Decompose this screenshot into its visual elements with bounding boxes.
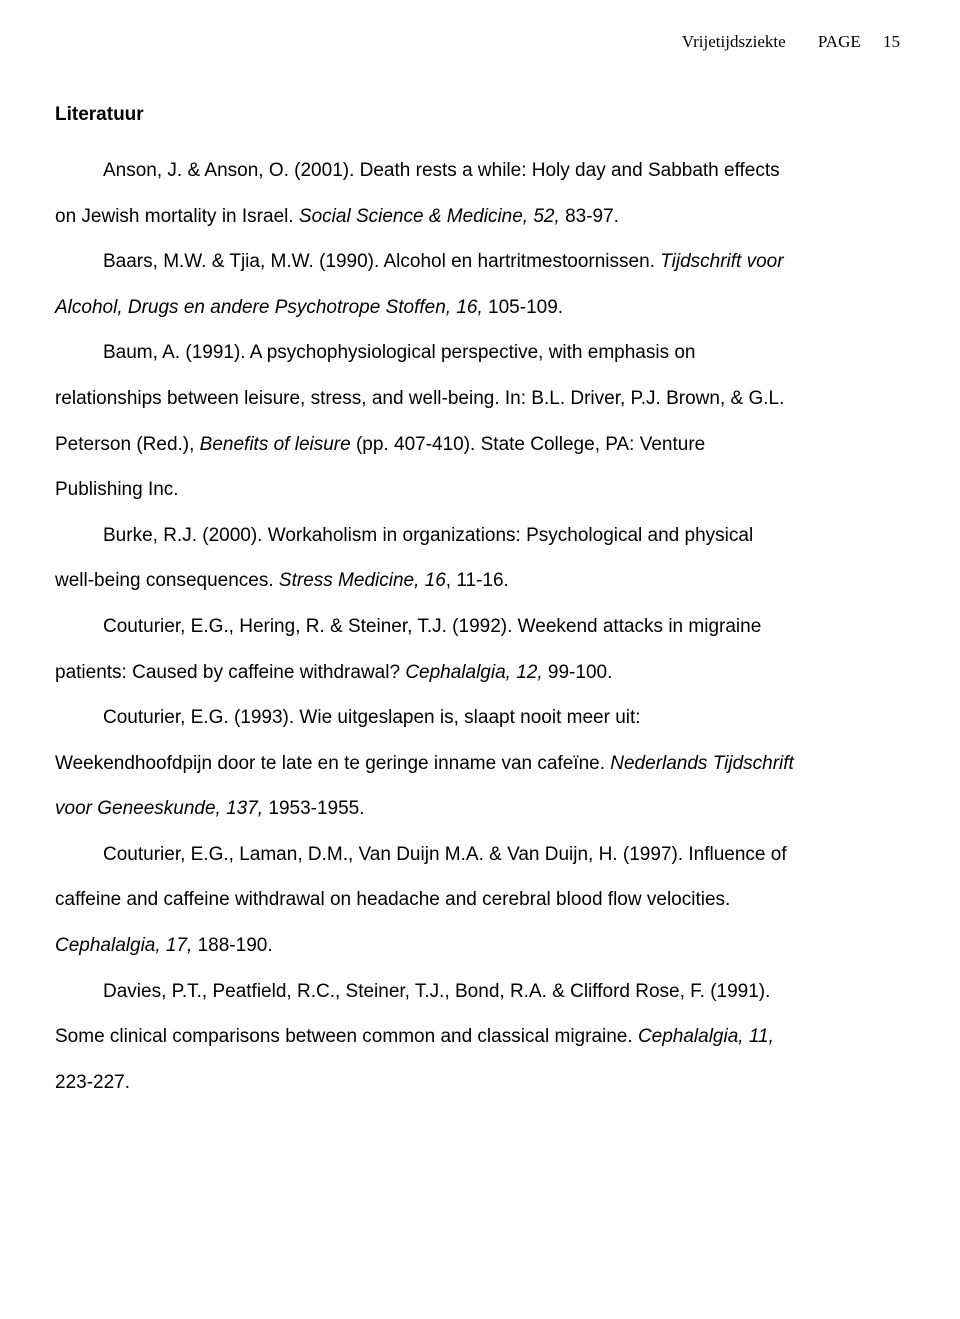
reference-line: on Jewish mortality in Israel. Social Sc… [55, 194, 905, 240]
text-run: Couturier, E.G., Hering, R. & Steiner, T… [103, 616, 761, 637]
text-run: Some clinical comparisons between common… [55, 1026, 638, 1047]
reference-line: 223-227. [55, 1060, 905, 1106]
text-run: Tijdschrift voor [660, 251, 783, 272]
text-run: 83-97. [565, 206, 619, 227]
text-run: on Jewish mortality in Israel. [55, 206, 299, 227]
reference-line: Publishing Inc. [55, 467, 905, 513]
reference-line: patients: Caused by caffeine withdrawal?… [55, 650, 905, 696]
reference-line: Peterson (Red.), Benefits of leisure (pp… [55, 422, 905, 468]
reference-line: Burke, R.J. (2000). Workaholism in organ… [55, 513, 905, 559]
text-run: Davies, P.T., Peatfield, R.C., Steiner, … [103, 981, 770, 1002]
reference-line: Couturier, E.G. (1993). Wie uitgeslapen … [55, 695, 905, 741]
text-run: Cephalalgia, 12, [405, 662, 548, 683]
text-run: 1953-1955. [268, 798, 364, 819]
reference-line: well-being consequences. Stress Medicine… [55, 558, 905, 604]
text-run: Couturier, E.G., Laman, D.M., Van Duijn … [103, 844, 787, 865]
text-run: , 11-16. [446, 570, 509, 591]
reference-line: relationships between leisure, stress, a… [55, 376, 905, 422]
text-run: Alcohol, Drugs en andere Psychotrope Sto… [55, 297, 488, 318]
reference-line: Couturier, E.G., Hering, R. & Steiner, T… [55, 604, 905, 650]
reference-list: Anson, J. & Anson, O. (2001). Death rest… [55, 148, 905, 1105]
text-run: Cephalalgia, 11, [638, 1026, 774, 1047]
page-number: 15 [883, 32, 900, 51]
reference-line: Alcohol, Drugs en andere Psychotrope Sto… [55, 285, 905, 331]
text-run: Publishing Inc. [55, 479, 179, 500]
text-run: Social Science & Medicine, 52, [299, 206, 565, 227]
reference-line: voor Geneeskunde, 137, 1953-1955. [55, 786, 905, 832]
text-run: Couturier, E.G. (1993). Wie uitgeslapen … [103, 707, 641, 728]
text-run: patients: Caused by caffeine withdrawal? [55, 662, 405, 683]
text-run: Burke, R.J. (2000). Workaholism in organ… [103, 525, 753, 546]
text-run: Baum, A. (1991). A psychophysiological p… [103, 342, 696, 363]
text-run: relationships between leisure, stress, a… [55, 388, 784, 409]
text-run: Weekendhoofdpijn door te late en te geri… [55, 753, 610, 774]
text-run: Baars, M.W. & Tjia, M.W. (1990). Alcohol… [103, 251, 660, 272]
text-run: Anson, J. & Anson, O. (2001). Death rest… [103, 160, 780, 181]
text-run: caffeine and caffeine withdrawal on head… [55, 889, 730, 910]
reference-line: Couturier, E.G., Laman, D.M., Van Duijn … [55, 832, 905, 878]
page-header: Vrijetijdsziekte PAGE 15 [55, 32, 905, 52]
running-head: Vrijetijdsziekte [682, 32, 786, 51]
reference-line: Anson, J. & Anson, O. (2001). Death rest… [55, 148, 905, 194]
text-run: 188-190. [198, 935, 273, 956]
text-run: well-being consequences. [55, 570, 279, 591]
text-run: 99-100. [548, 662, 612, 683]
reference-line: Davies, P.T., Peatfield, R.C., Steiner, … [55, 969, 905, 1015]
reference-line: Baum, A. (1991). A psychophysiological p… [55, 330, 905, 376]
text-run: 105-109. [488, 297, 563, 318]
text-run: voor Geneeskunde, 137, [55, 798, 268, 819]
reference-line: Weekendhoofdpijn door te late en te geri… [55, 741, 905, 787]
page-label: PAGE [818, 32, 861, 51]
text-run: Nederlands Tijdschrift [610, 753, 794, 774]
text-run: (pp. 407-410). State College, PA: Ventur… [356, 434, 705, 455]
reference-line: Baars, M.W. & Tjia, M.W. (1990). Alcohol… [55, 239, 905, 285]
text-run: Peterson (Red.), [55, 434, 200, 455]
reference-line: Cephalalgia, 17, 188-190. [55, 923, 905, 969]
text-run: Stress Medicine, 16 [279, 570, 446, 591]
text-run: Benefits of leisure [200, 434, 356, 455]
text-run: 223-227. [55, 1072, 130, 1093]
reference-line: caffeine and caffeine withdrawal on head… [55, 877, 905, 923]
text-run: Cephalalgia, 17, [55, 935, 198, 956]
reference-line: Some clinical comparisons between common… [55, 1014, 905, 1060]
section-title: Literatuur [55, 92, 905, 138]
